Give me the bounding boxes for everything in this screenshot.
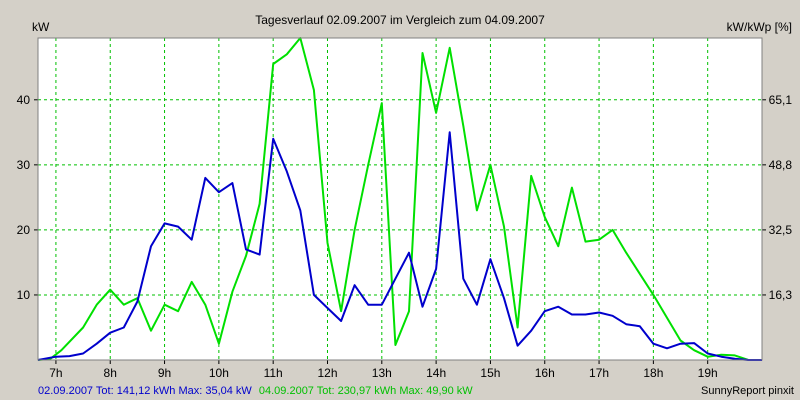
plot-frame (37, 37, 763, 361)
y-axis-left-ticks: 10 20 30 40 (17, 93, 38, 302)
x-tick-label: 18h (643, 366, 663, 380)
x-tick-label: 11h (264, 366, 283, 380)
y-axis-right-ticks: 16,3 32,5 48,8 65,1 (762, 93, 792, 302)
x-tick-label: 8h (104, 366, 117, 380)
series-line-0902 (37, 131, 762, 361)
y-tick-label-right: 32,5 (769, 223, 793, 237)
x-tick-label: 15h (480, 366, 500, 380)
y-axis-left-label: kW (32, 20, 50, 34)
plot-area (38, 38, 762, 360)
footer-legend: 02.09.2007 Tot: 141,12 kWh Max: 35,04 kW… (38, 385, 473, 397)
x-tick-label: 19h (698, 366, 718, 380)
x-tick-label: 14h (426, 366, 446, 380)
y-tick-label-left: 30 (17, 158, 31, 172)
y-tick-label-right: 48,8 (769, 158, 793, 172)
footer-credit: SunnyReport pinxit (701, 385, 794, 397)
x-axis-ticks: 7h 8h 9h 10h 11h 12h 13h 14h 15h 16h 17h 18h 19h (49, 360, 718, 380)
grid (38, 38, 762, 360)
chart-title: Tagesverlauf 02.09.2007 im Vergleich zum… (255, 13, 545, 27)
y-tick-label-right: 16,3 (769, 288, 793, 302)
y-tick-label-left: 10 (17, 288, 31, 302)
y-tick-label-right: 65,1 (769, 93, 793, 107)
legend-series-0904: 04.09.2007 Tot: 230,97 kWh Max: 49,90 kW (259, 385, 473, 397)
x-tick-label: 13h (372, 366, 392, 380)
y-tick-label-left: 40 (17, 93, 31, 107)
legend-series-0902: 02.09.2007 Tot: 141,12 kWh Max: 35,04 kW (38, 385, 252, 397)
series-line-0904 (37, 37, 762, 361)
x-tick-label: 17h (589, 366, 609, 380)
x-tick-label: 10h (209, 366, 229, 380)
x-tick-label: 12h (317, 366, 337, 380)
y-axis-right-label: kW/kWp [%] (727, 20, 792, 34)
x-tick-label: 7h (49, 366, 62, 380)
x-tick-label: 16h (535, 366, 555, 380)
x-tick-label: 9h (158, 366, 171, 380)
y-tick-label-left: 20 (17, 223, 31, 237)
